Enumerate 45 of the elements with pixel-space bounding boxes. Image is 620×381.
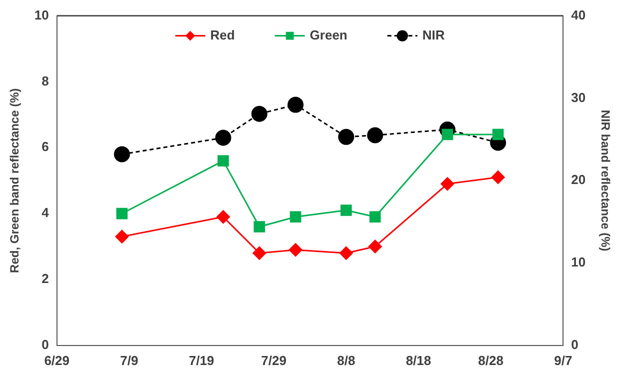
x-tick-label: 7/9 bbox=[120, 352, 138, 368]
x-tick-label: 6/29 bbox=[44, 352, 70, 368]
x-tick-label: 7/29 bbox=[261, 352, 286, 368]
point bbox=[114, 230, 129, 244]
point bbox=[218, 155, 229, 166]
y2-tick-label: 20 bbox=[571, 172, 586, 188]
point bbox=[338, 128, 354, 145]
point bbox=[440, 176, 454, 191]
point bbox=[216, 210, 230, 224]
y-axis-title: Red, Green band reflectance (%) bbox=[8, 88, 22, 273]
y-tick-label: 0 bbox=[42, 336, 49, 352]
x-tick-label: 8/8 bbox=[337, 352, 356, 368]
legend-label: Red bbox=[210, 27, 235, 42]
y-tick-label: 2 bbox=[42, 271, 49, 286]
y2-tick-label: 0 bbox=[571, 336, 578, 352]
point bbox=[290, 211, 302, 223]
point bbox=[367, 127, 384, 144]
legend-label: Green bbox=[310, 27, 348, 42]
point bbox=[215, 130, 232, 146]
point bbox=[492, 128, 504, 140]
y-tick-label: 10 bbox=[34, 7, 49, 22]
y-tick-label: 8 bbox=[42, 73, 49, 88]
point bbox=[339, 246, 354, 260]
point bbox=[288, 96, 304, 113]
point bbox=[254, 221, 266, 232]
x-tick-label: 8/28 bbox=[478, 352, 504, 368]
point bbox=[251, 106, 268, 122]
y2-tick-label: 30 bbox=[571, 90, 586, 105]
point bbox=[116, 208, 128, 220]
point bbox=[114, 146, 130, 162]
y2-tick-label: 40 bbox=[571, 7, 586, 22]
x-tick-label: 9/7 bbox=[554, 352, 572, 368]
point bbox=[491, 170, 506, 184]
y2-tick-label: 10 bbox=[571, 254, 586, 270]
legend-label: NIR bbox=[422, 27, 446, 42]
y-tick-label: 6 bbox=[42, 139, 49, 154]
y2-axis-title: NIR band reflectance (%) bbox=[598, 110, 612, 252]
x-tick-label: 8/18 bbox=[406, 352, 432, 368]
point bbox=[252, 246, 266, 260]
x-tick-label: 7/19 bbox=[188, 352, 214, 368]
point bbox=[340, 204, 352, 216]
point bbox=[288, 242, 303, 257]
y-tick-label: 4 bbox=[42, 205, 50, 220]
point bbox=[369, 211, 381, 223]
point bbox=[368, 240, 382, 254]
